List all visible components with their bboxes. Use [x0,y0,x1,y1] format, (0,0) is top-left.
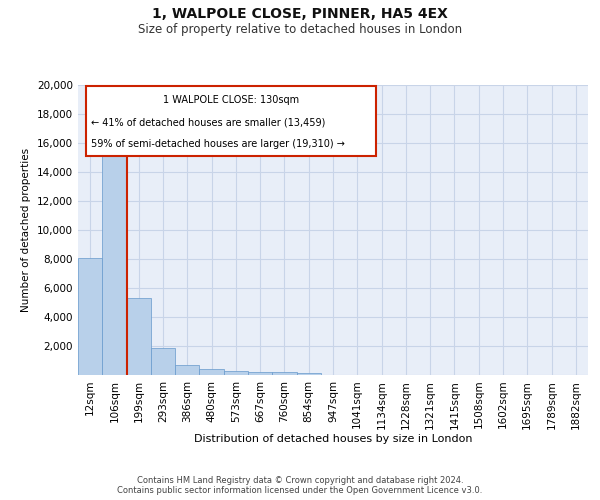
Y-axis label: Number of detached properties: Number of detached properties [22,148,31,312]
Bar [199,370,224,375]
Bar [102,136,127,375]
Bar [127,298,151,375]
Bar [78,258,102,375]
Text: 1 WALPOLE CLOSE: 130sqm: 1 WALPOLE CLOSE: 130sqm [163,96,299,106]
Bar [175,365,199,375]
FancyBboxPatch shape [86,86,376,156]
Text: ← 41% of detached houses are smaller (13,459): ← 41% of detached houses are smaller (13… [91,118,325,128]
Text: Contains HM Land Registry data © Crown copyright and database right 2024.
Contai: Contains HM Land Registry data © Crown c… [118,476,482,495]
Text: Size of property relative to detached houses in London: Size of property relative to detached ho… [138,22,462,36]
Bar [248,372,272,375]
Bar [151,348,175,375]
Bar [224,371,248,375]
X-axis label: Distribution of detached houses by size in London: Distribution of detached houses by size … [194,434,472,444]
Text: 59% of semi-detached houses are larger (19,310) →: 59% of semi-detached houses are larger (… [91,138,344,148]
Bar [272,372,296,375]
Bar [296,373,321,375]
Text: 1, WALPOLE CLOSE, PINNER, HA5 4EX: 1, WALPOLE CLOSE, PINNER, HA5 4EX [152,8,448,22]
